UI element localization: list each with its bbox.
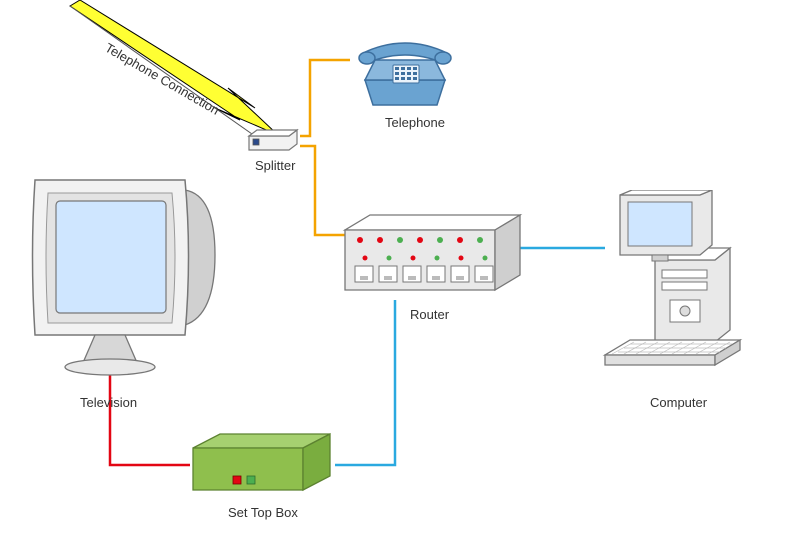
- telephone-node: [345, 25, 465, 115]
- computer-icon: [600, 190, 770, 390]
- router-label: Router: [410, 307, 449, 322]
- splitter-node: [245, 128, 300, 156]
- television-label: Television: [80, 395, 137, 410]
- splitter-icon: [245, 128, 300, 156]
- telephone-connection-label: Telephone Connection: [103, 40, 223, 118]
- stb-node: [185, 430, 335, 500]
- diagram-canvas: { "labels": { "telephone_connection": "T…: [0, 0, 800, 551]
- lightning-bolt-icon: [70, 0, 278, 135]
- television-icon: [20, 165, 220, 380]
- splitter-label: Splitter: [255, 158, 295, 173]
- router-node: [335, 210, 525, 305]
- router-icon: [335, 210, 525, 305]
- cable-stb-tv: [110, 375, 190, 465]
- stb-label: Set Top Box: [228, 505, 298, 520]
- computer-label: Computer: [650, 395, 707, 410]
- cable-router-stb: [335, 300, 395, 465]
- computer-node: [600, 190, 770, 390]
- television-node: [20, 165, 220, 380]
- set-top-box-icon: [185, 430, 335, 500]
- cable-splitter-telephone: [300, 60, 350, 136]
- telephone-label: Telephone: [385, 115, 445, 130]
- telephone-icon: [345, 25, 465, 115]
